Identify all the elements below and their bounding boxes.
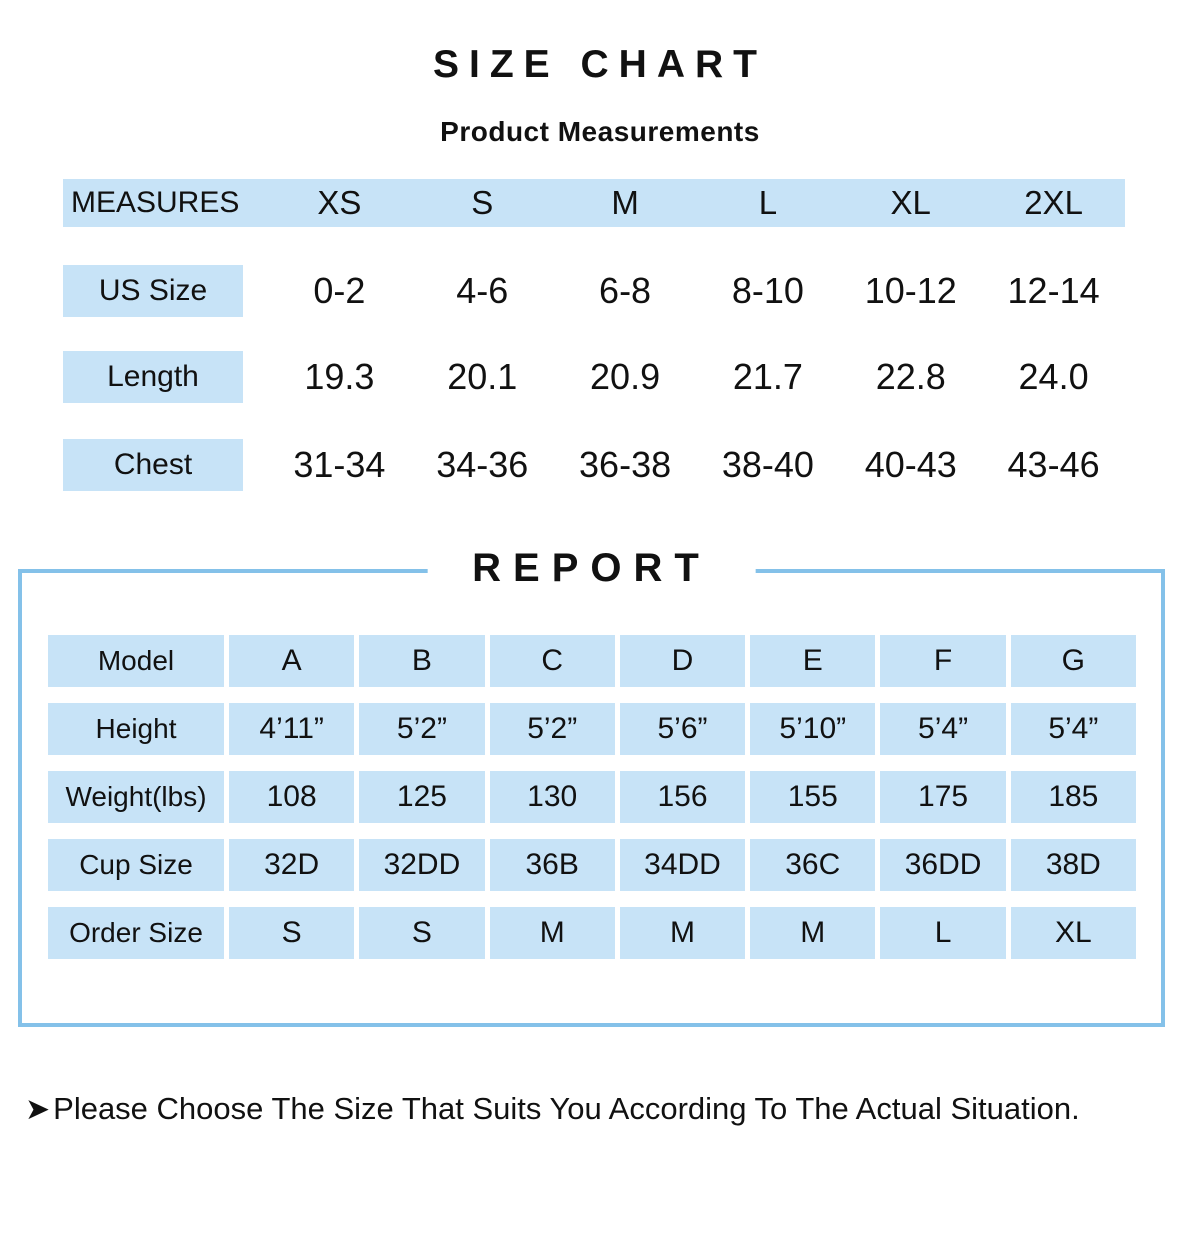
cell-height-a: 4’11” xyxy=(229,703,355,756)
row-label-order-size: Order Size xyxy=(48,907,224,960)
cell-order-e: M xyxy=(750,907,876,960)
cell-cup-a: 32D xyxy=(229,839,355,892)
cell-weight-a: 108 xyxy=(229,771,355,824)
row-label-height: Height xyxy=(48,703,224,756)
cell-cup-c: 36B xyxy=(489,839,615,892)
cell-weight-e: 155 xyxy=(750,771,876,824)
row-label-length: Length xyxy=(63,351,243,404)
table-row-chest: Chest 31-34 34-36 36-38 38-40 40-43 43-4… xyxy=(63,439,1125,492)
cell-chest-l: 38-40 xyxy=(721,444,814,486)
cell-order-b: S xyxy=(359,907,485,960)
size-column-header-xs: XS xyxy=(317,184,362,222)
size-column-header-2xl: 2XL xyxy=(1024,184,1083,222)
cell-height-d: 5’6” xyxy=(619,703,746,756)
measures-header-label: MEASURES xyxy=(71,186,240,220)
cell-weight-c: 130 xyxy=(489,771,615,824)
footer-note: ➤ Please Choose The Size That Suits You … xyxy=(25,1091,1200,1127)
cell-order-d: M xyxy=(619,907,746,960)
cell-weight-b: 125 xyxy=(359,771,485,824)
cell-length-s: 20.1 xyxy=(447,356,518,398)
cell-order-f: L xyxy=(880,907,1006,960)
cell-cup-e: 36C xyxy=(750,839,876,892)
cell-chest-s: 34-36 xyxy=(436,444,529,486)
cell-model-f: F xyxy=(880,635,1006,688)
cell-chest-m: 36-38 xyxy=(579,444,672,486)
size-column-header-s: S xyxy=(471,184,494,222)
cell-cup-d: 34DD xyxy=(619,839,746,892)
cell-cup-f: 36DD xyxy=(880,839,1006,892)
cell-weight-g: 185 xyxy=(1010,771,1136,824)
cell-chest-xs: 31-34 xyxy=(293,444,386,486)
cell-us-size-s: 4-6 xyxy=(456,270,509,312)
cell-length-m: 20.9 xyxy=(590,356,661,398)
cell-height-c: 5’2” xyxy=(489,703,615,756)
cell-length-xl: 22.8 xyxy=(875,356,946,398)
cell-cup-b: 32DD xyxy=(359,839,485,892)
cell-model-g: G xyxy=(1010,635,1136,688)
report-title: REPORT xyxy=(427,542,756,595)
row-label-us-size: US Size xyxy=(63,265,243,318)
cell-chest-xl: 40-43 xyxy=(864,444,957,486)
cell-model-d: D xyxy=(619,635,746,688)
cell-model-a: A xyxy=(229,635,355,688)
footer-note-text: Please Choose The Size That Suits You Ac… xyxy=(53,1091,1080,1127)
arrowhead-icon: ➤ xyxy=(25,1092,51,1126)
cell-length-l: 21.7 xyxy=(732,356,803,398)
measures-header-row: MEASURES XS S M L XL 2XL xyxy=(63,179,1125,228)
size-column-header-m: M xyxy=(611,184,639,222)
cell-us-size-2xl: 12-14 xyxy=(1007,270,1100,312)
cell-model-b: B xyxy=(359,635,485,688)
cell-order-c: M xyxy=(489,907,615,960)
cell-us-size-m: 6-8 xyxy=(599,270,652,312)
cell-model-c: C xyxy=(489,635,615,688)
table-row-us-size: US Size 0-2 4-6 6-8 8-10 10-12 12-14 xyxy=(63,265,1125,318)
size-column-header-l: L xyxy=(758,184,778,222)
size-column-header-xl: XL xyxy=(890,184,931,222)
row-label-weight: Weight(lbs) xyxy=(48,771,224,824)
cell-order-a: S xyxy=(229,907,355,960)
report-box: REPORT Model A B C D E F G Height 4’11” … xyxy=(18,542,1165,1028)
cell-height-e: 5’10” xyxy=(750,703,876,756)
row-label-model: Model xyxy=(48,635,224,688)
cell-us-size-l: 8-10 xyxy=(731,270,804,312)
cell-height-b: 5’2” xyxy=(359,703,485,756)
size-chart-page: SIZE CHART Product Measurements MEASURES… xyxy=(0,42,1200,1127)
cell-length-xs: 19.3 xyxy=(304,356,375,398)
cell-height-g: 5’4” xyxy=(1010,703,1136,756)
cell-height-f: 5’4” xyxy=(880,703,1006,756)
cell-us-size-xl: 10-12 xyxy=(864,270,957,312)
row-label-chest: Chest xyxy=(63,439,243,492)
page-title: SIZE CHART xyxy=(433,43,767,86)
cell-chest-2xl: 43-46 xyxy=(1007,444,1100,486)
cell-weight-f: 175 xyxy=(880,771,1006,824)
cell-model-e: E xyxy=(750,635,876,688)
cell-cup-g: 38D xyxy=(1010,839,1136,892)
cell-length-2xl: 24.0 xyxy=(1018,356,1089,398)
report-table: Model A B C D E F G Height 4’11” 5’2” 5’… xyxy=(48,635,1136,960)
cell-weight-d: 156 xyxy=(619,771,746,824)
table-row-length: Length 19.3 20.1 20.9 21.7 22.8 24.0 xyxy=(63,351,1125,404)
cell-order-g: XL xyxy=(1010,907,1136,960)
page-subtitle: Product Measurements xyxy=(440,115,760,147)
cell-us-size-xs: 0-2 xyxy=(313,270,366,312)
row-label-cup-size: Cup Size xyxy=(48,839,224,892)
